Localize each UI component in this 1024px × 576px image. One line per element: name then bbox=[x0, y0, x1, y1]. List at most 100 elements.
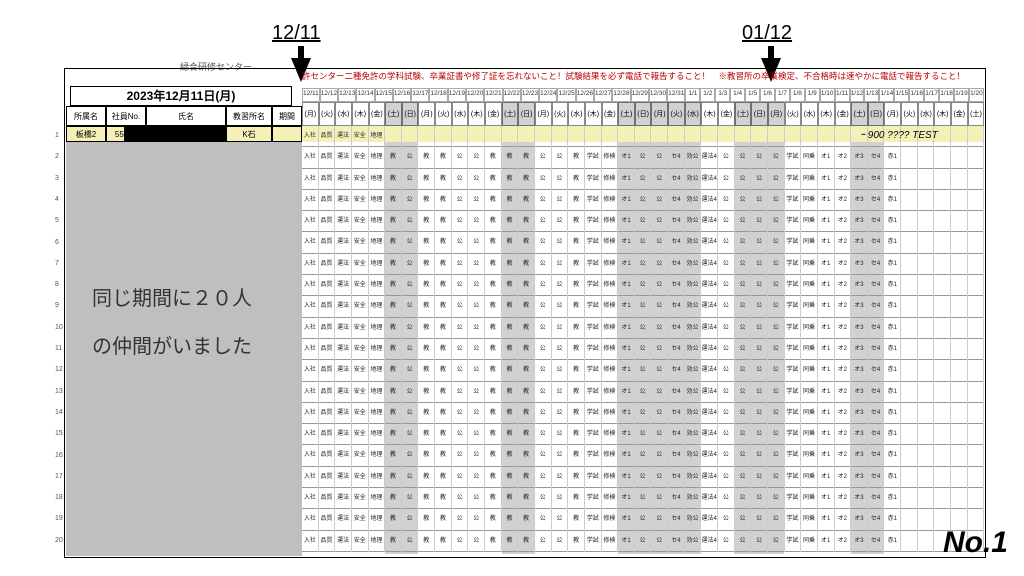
schedule-cell: オ3 bbox=[851, 445, 868, 466]
schedule-cell: 安全 bbox=[352, 360, 369, 381]
overlay-note-line1: 同じ期間に２０人 bbox=[92, 282, 252, 311]
schedule-cell: 運法 bbox=[335, 275, 352, 296]
schedule-cell: 修検 bbox=[602, 531, 619, 552]
schedule-cell: 教 bbox=[485, 424, 502, 445]
date-col: 1/3 bbox=[715, 88, 730, 102]
schedule-cell bbox=[934, 275, 951, 296]
schedule-cell: オ3 bbox=[851, 509, 868, 530]
schedule-cell: 公 bbox=[635, 190, 652, 211]
schedule-cell: 公 bbox=[535, 147, 552, 168]
schedule-cell: 教 bbox=[485, 339, 502, 360]
schedule-cell: 公 bbox=[535, 467, 552, 488]
schedule-cell bbox=[901, 445, 918, 466]
row-number: 9 bbox=[55, 302, 59, 309]
date-col: 1/1 bbox=[685, 88, 700, 102]
schedule-cell: 運法 bbox=[335, 232, 352, 253]
schedule-cell bbox=[918, 339, 935, 360]
date-col: 12/19 bbox=[448, 88, 466, 102]
schedule-cell: 公 bbox=[535, 403, 552, 424]
schedule-cell: 公 bbox=[552, 147, 569, 168]
schedule-cell: 公 bbox=[635, 147, 652, 168]
schedule-cell: 公 bbox=[651, 509, 668, 530]
schedule-cell: 同乗 bbox=[801, 509, 818, 530]
date-col: 12/28 bbox=[612, 88, 630, 102]
schedule-cell: セ4 bbox=[668, 509, 685, 530]
schedule-cell: 公 bbox=[635, 360, 652, 381]
schedule-row: 入社品質運法安全地理教公教教公公教教教公公教学試修検オ1公公セ4効公運法4公公公… bbox=[302, 275, 984, 296]
schedule-cell: 教 bbox=[502, 445, 519, 466]
schedule-cell bbox=[568, 126, 585, 147]
schedule-cell: 公 bbox=[718, 403, 735, 424]
schedule-cell: 公 bbox=[651, 382, 668, 403]
schedule-cell: 運法 bbox=[335, 211, 352, 232]
schedule-cell: 赤1 bbox=[884, 467, 901, 488]
schedule-cell: 教 bbox=[518, 169, 535, 190]
dow-col: (火) bbox=[901, 102, 918, 126]
schedule-cell: オ1 bbox=[818, 424, 835, 445]
schedule-cell: 公 bbox=[768, 254, 785, 275]
schedule-cell bbox=[968, 254, 985, 275]
schedule-cell: 公 bbox=[718, 509, 735, 530]
schedule-cell: 公 bbox=[468, 211, 485, 232]
schedule-cell: 教 bbox=[418, 509, 435, 530]
row-number: 4 bbox=[55, 196, 59, 203]
date-col: 12/24 bbox=[539, 88, 557, 102]
schedule-cell: セ4 bbox=[668, 211, 685, 232]
schedule-cell: 公 bbox=[552, 190, 569, 211]
schedule-cell: 教 bbox=[385, 275, 402, 296]
schedule-cell: 安全 bbox=[352, 190, 369, 211]
schedule-cell: オ1 bbox=[618, 360, 635, 381]
schedule-row: 入社品質運法安全地理教公教教公公教教教公公教学試修検オ1公公セ4効公運法4公公公… bbox=[302, 169, 984, 190]
schedule-cell bbox=[951, 360, 968, 381]
schedule-cell: セ4 bbox=[868, 211, 885, 232]
schedule-cell: 公 bbox=[718, 169, 735, 190]
schedule-cell: 教 bbox=[485, 190, 502, 211]
schedule-cell: 公 bbox=[635, 424, 652, 445]
schedule-cell: 公 bbox=[402, 531, 419, 552]
schedule-cell: 運法4 bbox=[701, 318, 718, 339]
schedule-cell: 教 bbox=[518, 254, 535, 275]
schedule-cell: 効公 bbox=[685, 382, 702, 403]
schedule-cell: 修検 bbox=[602, 445, 619, 466]
schedule-cell: 赤1 bbox=[884, 275, 901, 296]
row-number: 14 bbox=[55, 409, 63, 416]
dow-col: (土) bbox=[968, 102, 985, 126]
schedule-cell: 教 bbox=[502, 169, 519, 190]
dow-col: (月) bbox=[302, 102, 319, 126]
dow-col: (金) bbox=[718, 102, 735, 126]
schedule-cell: 公 bbox=[402, 424, 419, 445]
schedule-cell: 公 bbox=[651, 531, 668, 552]
schedule-cell: オ1 bbox=[818, 509, 835, 530]
schedule-cell: 地理 bbox=[369, 531, 386, 552]
schedule-cell: 同乗 bbox=[801, 254, 818, 275]
schedule-cell: 教 bbox=[435, 403, 452, 424]
date-col: 1/15 bbox=[894, 88, 909, 102]
schedule-cell: 運法4 bbox=[701, 360, 718, 381]
schedule-cell: セ4 bbox=[868, 424, 885, 445]
schedule-row: 入社品質運法安全地理教公教教公公教教教公公教学試修検オ1公公セ4効公運法4公公公… bbox=[302, 190, 984, 211]
schedule-cell: 公 bbox=[735, 445, 752, 466]
schedule-cell: 公 bbox=[535, 169, 552, 190]
schedule-cell: オ1 bbox=[618, 296, 635, 317]
schedule-cell: 公 bbox=[535, 211, 552, 232]
schedule-cell: 安全 bbox=[352, 211, 369, 232]
schedule-cell: 教 bbox=[435, 296, 452, 317]
dow-col: (月) bbox=[418, 102, 435, 126]
schedule-cell bbox=[951, 296, 968, 317]
schedule-cell: セ4 bbox=[868, 147, 885, 168]
schedule-cell bbox=[918, 531, 935, 552]
schedule-cell: 修検 bbox=[602, 147, 619, 168]
schedule-cell: オ1 bbox=[618, 211, 635, 232]
schedule-cell: 公 bbox=[651, 169, 668, 190]
schedule-cell: 教 bbox=[568, 424, 585, 445]
schedule-cell: 修検 bbox=[602, 254, 619, 275]
schedule-cell bbox=[968, 445, 985, 466]
schedule-cell: 公 bbox=[402, 339, 419, 360]
schedule-cell: 公 bbox=[768, 232, 785, 253]
schedule-cell: 公 bbox=[552, 488, 569, 509]
schedule-cell: 公 bbox=[552, 509, 569, 530]
schedule-cell bbox=[934, 445, 951, 466]
schedule-cell: 効公 bbox=[685, 339, 702, 360]
dow-col: (水) bbox=[568, 102, 585, 126]
schedule-cell bbox=[468, 126, 485, 147]
